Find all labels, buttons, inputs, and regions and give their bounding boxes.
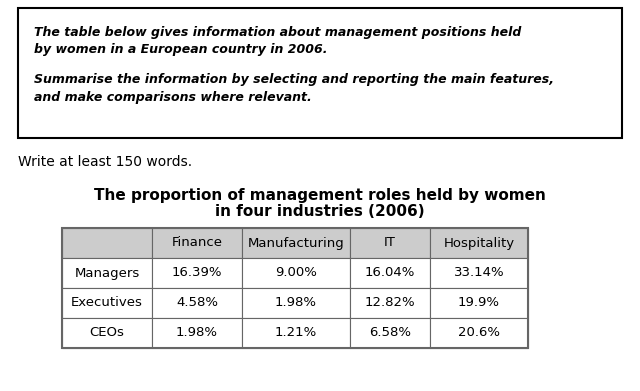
- Text: 12.82%: 12.82%: [365, 296, 415, 310]
- Polygon shape: [242, 288, 350, 318]
- Text: Summarise the information by selecting and reporting the main features,: Summarise the information by selecting a…: [34, 73, 554, 86]
- Text: 20.6%: 20.6%: [458, 326, 500, 339]
- Polygon shape: [152, 288, 242, 318]
- Polygon shape: [350, 258, 430, 288]
- Polygon shape: [152, 318, 242, 348]
- Polygon shape: [430, 228, 528, 258]
- Polygon shape: [242, 228, 350, 258]
- Polygon shape: [242, 258, 350, 288]
- Polygon shape: [430, 288, 528, 318]
- Text: by women in a European country in 2006.: by women in a European country in 2006.: [34, 43, 328, 56]
- Polygon shape: [430, 258, 528, 288]
- Text: 1.21%: 1.21%: [275, 326, 317, 339]
- Polygon shape: [430, 318, 528, 348]
- Text: CEOs: CEOs: [90, 326, 124, 339]
- Polygon shape: [350, 318, 430, 348]
- Text: 1.98%: 1.98%: [176, 326, 218, 339]
- Text: Hospitality: Hospitality: [444, 237, 515, 249]
- Text: Write at least 150 words.: Write at least 150 words.: [18, 155, 192, 169]
- FancyBboxPatch shape: [18, 8, 622, 138]
- Polygon shape: [62, 258, 152, 288]
- Polygon shape: [62, 318, 152, 348]
- Text: The proportion of management roles held by women: The proportion of management roles held …: [94, 188, 546, 203]
- Text: Manufacturing: Manufacturing: [248, 237, 344, 249]
- Text: 4.58%: 4.58%: [176, 296, 218, 310]
- Text: Executives: Executives: [71, 296, 143, 310]
- Text: The table below gives information about management positions held: The table below gives information about …: [34, 26, 522, 39]
- Text: 16.04%: 16.04%: [365, 267, 415, 280]
- Polygon shape: [62, 288, 152, 318]
- Text: 16.39%: 16.39%: [172, 267, 222, 280]
- Polygon shape: [350, 228, 430, 258]
- Text: 19.9%: 19.9%: [458, 296, 500, 310]
- Polygon shape: [350, 288, 430, 318]
- Polygon shape: [62, 228, 152, 258]
- Text: in four industries (2006): in four industries (2006): [215, 204, 425, 219]
- Text: Finance: Finance: [172, 237, 223, 249]
- Text: Managers: Managers: [74, 267, 140, 280]
- Polygon shape: [242, 318, 350, 348]
- Polygon shape: [152, 228, 242, 258]
- Polygon shape: [152, 258, 242, 288]
- Text: 6.58%: 6.58%: [369, 326, 411, 339]
- Text: 9.00%: 9.00%: [275, 267, 317, 280]
- Text: and make comparisons where relevant.: and make comparisons where relevant.: [34, 91, 312, 104]
- Text: 1.98%: 1.98%: [275, 296, 317, 310]
- Text: 33.14%: 33.14%: [454, 267, 504, 280]
- Text: IT: IT: [384, 237, 396, 249]
